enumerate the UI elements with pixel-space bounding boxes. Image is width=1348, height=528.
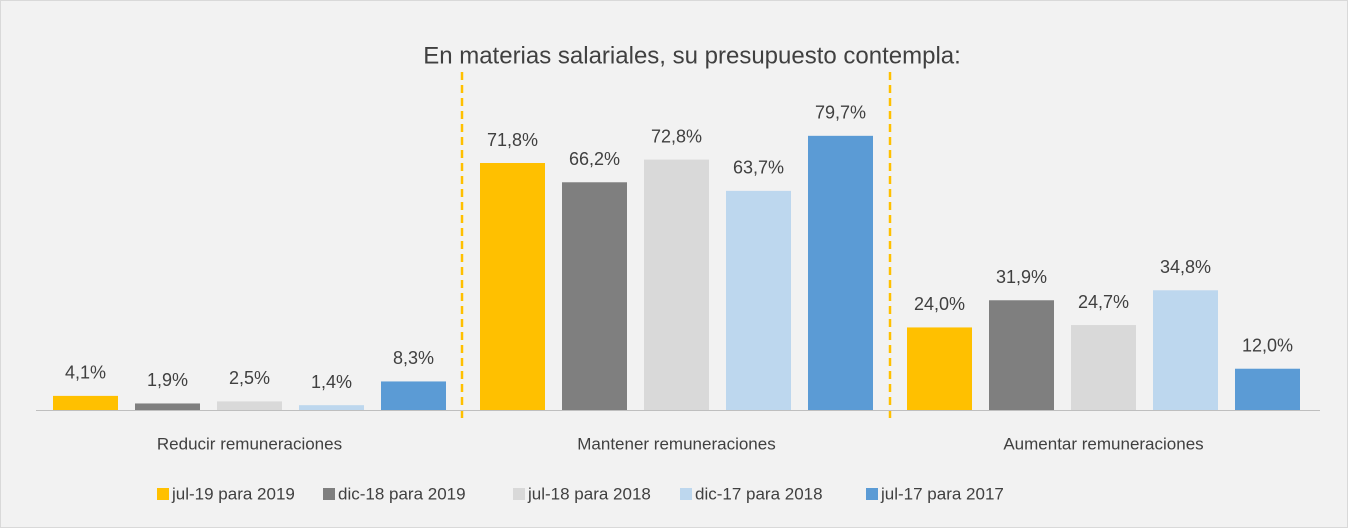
legend-swatch	[323, 488, 335, 500]
bar	[989, 300, 1054, 410]
legend-swatch	[157, 488, 169, 500]
value-label: 66,2%	[569, 149, 620, 169]
bar	[381, 381, 446, 410]
bar	[299, 405, 364, 410]
value-label: 4,1%	[65, 363, 106, 383]
value-label: 34,8%	[1160, 257, 1211, 277]
legend-label: dic-18 para 2019	[338, 484, 466, 503]
value-label: 79,7%	[815, 103, 866, 123]
value-label: 71,8%	[487, 130, 538, 150]
legend-label: dic-17 para 2018	[695, 484, 823, 503]
bar	[135, 403, 200, 410]
bar	[808, 135, 873, 410]
value-label: 63,7%	[733, 158, 784, 178]
value-label: 31,9%	[996, 267, 1047, 287]
value-label: 12,0%	[1242, 335, 1293, 355]
legend-label: jul-19 para 2019	[171, 484, 295, 503]
bar	[726, 190, 791, 410]
legend-swatch	[866, 488, 878, 500]
value-label: 2,5%	[229, 368, 270, 388]
legend-swatch	[680, 488, 692, 500]
value-label: 1,4%	[311, 372, 352, 392]
legend-label: jul-17 para 2017	[880, 484, 1004, 503]
x-tick-label: Reducir remuneraciones	[157, 434, 342, 453]
bar	[480, 163, 545, 410]
chart-title: En materias salariales, su presupuesto c…	[423, 42, 961, 69]
bar	[1153, 290, 1218, 410]
bar	[907, 327, 972, 410]
x-tick-label: Aumentar remuneraciones	[1003, 434, 1203, 453]
bar	[1071, 325, 1136, 410]
bar	[562, 182, 627, 410]
legend-swatch	[513, 488, 525, 500]
value-label: 1,9%	[147, 370, 188, 390]
bar	[53, 395, 118, 410]
bar	[644, 159, 709, 410]
x-tick-label: Mantener remuneraciones	[577, 434, 775, 453]
value-label: 8,3%	[393, 348, 434, 368]
value-label: 24,0%	[914, 294, 965, 314]
legend-label: jul-18 para 2018	[527, 484, 651, 503]
bar	[1235, 368, 1300, 410]
bar	[217, 401, 282, 410]
value-label: 72,8%	[651, 126, 702, 146]
value-label: 24,7%	[1078, 292, 1129, 312]
